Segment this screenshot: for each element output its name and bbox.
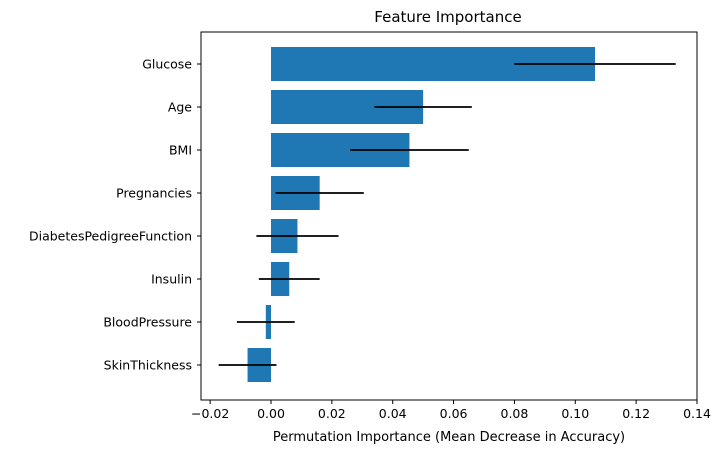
x-tick-label: 0.06: [440, 406, 468, 421]
chart-title: Feature Importance: [374, 8, 521, 26]
x-tick-label: 0.00: [257, 406, 285, 421]
x-tick-label: 0.04: [379, 406, 407, 421]
x-tick-label: 0.12: [622, 406, 650, 421]
y-tick-label-diabetespedigreefunction: DiabetesPedigreeFunction: [29, 229, 192, 244]
y-tick-label-insulin: Insulin: [151, 272, 192, 287]
x-tick-label: 0.08: [501, 406, 529, 421]
x-tick-label: 0.14: [683, 406, 711, 421]
x-axis-label: Permutation Importance (Mean Decrease in…: [273, 430, 625, 445]
y-axis-ticks: Glucose Age BMI Pregnancies DiabetesPedigree…: [29, 57, 201, 373]
x-tick-label: 0.10: [561, 406, 589, 421]
y-tick-label-skinthickness: SkinThickness: [104, 358, 192, 373]
error-bars-layer: [218, 63, 676, 366]
y-tick-label-pregnancies: Pregnancies: [116, 186, 192, 201]
y-tick-label-bmi: BMI: [169, 143, 192, 158]
bars-layer: [247, 47, 596, 382]
x-tick-label: 0.02: [318, 406, 346, 421]
y-tick-label-age: Age: [168, 100, 192, 115]
x-axis-ticks: −0.02 0.00 0.02 0.04 0.06 0.08 0.10 0.12 0.14: [191, 400, 711, 421]
y-tick-label-glucose: Glucose: [142, 57, 192, 72]
plot-frame: [200, 31, 698, 401]
y-tick-label-bloodpressure: BloodPressure: [103, 315, 192, 330]
x-tick-label: −0.02: [191, 406, 229, 421]
